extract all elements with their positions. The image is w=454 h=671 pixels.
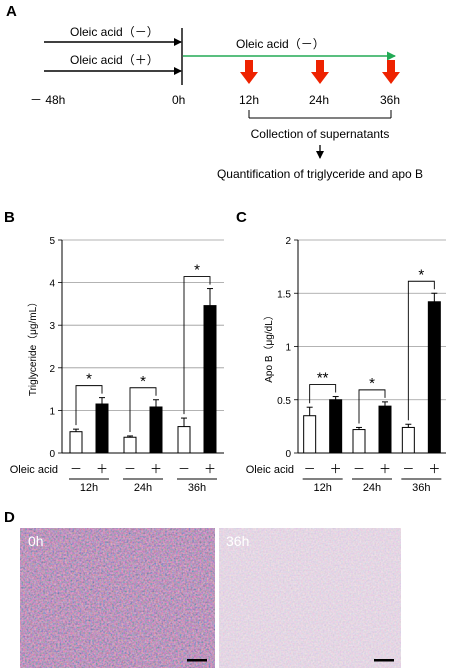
quantification-label: Quantification of triglyceride and apo B	[217, 167, 423, 181]
bar-plus	[149, 406, 163, 454]
bar-minus	[123, 436, 137, 454]
sign-label: －	[178, 462, 190, 476]
time-minus48-label: － 48h	[30, 93, 65, 107]
y-tick-label: 0	[285, 449, 291, 460]
y-tick-label: 2	[49, 364, 55, 375]
bar-minus	[69, 431, 83, 454]
panel-letter-a: A	[6, 3, 17, 20]
significance-mark: *	[418, 266, 424, 283]
y-tick-label: 0	[49, 449, 55, 460]
group-time-label: 24h	[134, 482, 152, 494]
red-arrow-24h	[311, 60, 329, 84]
significance-mark: *	[140, 373, 146, 390]
y-tick-label: 3	[49, 321, 55, 332]
significance-mark: **	[317, 370, 329, 387]
significance-bracket	[358, 389, 386, 424]
bar-minus	[177, 426, 191, 454]
y-tick-label: 5	[49, 236, 55, 247]
y-tick-label: 1	[285, 343, 291, 354]
sign-label: －	[70, 462, 82, 476]
y-axis-label: Triglyceride（μg/mL）	[27, 297, 39, 396]
time-0h-label: 0h	[172, 93, 185, 107]
scale-bar-right	[374, 659, 394, 662]
red-arrow-36h	[382, 60, 400, 84]
sign-label: ＋	[150, 462, 162, 476]
bar-plus	[95, 403, 109, 454]
micrograph-36h: 36h	[219, 528, 401, 668]
y-tick-label: 2	[285, 236, 291, 247]
group-time-label: 36h	[188, 482, 206, 494]
y-axis-label: Apo B（μg/dL）	[263, 310, 275, 382]
sign-label: ＋	[330, 462, 342, 476]
oleic-acid-row-label: Oleic acid	[10, 464, 58, 476]
bar-plus	[378, 405, 392, 454]
bar-plus	[427, 301, 441, 454]
y-tick-label: 1.5	[277, 289, 291, 300]
group-time-label: 12h	[313, 482, 331, 494]
oleic-acid-row-label: Oleic acid	[246, 464, 294, 476]
significance-mark: *	[86, 371, 92, 388]
micrograph-0h-label: 0h	[28, 533, 44, 549]
y-tick-label: 1	[49, 406, 55, 417]
bar-plus	[203, 305, 217, 454]
significance-mark: *	[369, 375, 375, 392]
sign-label: －	[402, 462, 414, 476]
significance-bracket	[407, 280, 435, 421]
sign-label: －	[304, 462, 316, 476]
oleic-plus-label: Oleic acid（＋）	[70, 53, 159, 67]
sign-label: ＋	[428, 462, 440, 476]
significance-mark: *	[194, 262, 200, 279]
red-arrow-12h	[240, 60, 258, 84]
sign-label: －	[353, 462, 365, 476]
significance-bracket	[129, 387, 157, 432]
time-12h-label: 12h	[239, 93, 259, 107]
oleic-minus-label: Oleic acid（－）	[70, 25, 159, 39]
micrograph-36h-label: 36h	[226, 533, 249, 549]
micrograph-0h: 0h	[20, 528, 215, 668]
bar-minus	[401, 426, 415, 454]
group-time-label: 12h	[80, 482, 98, 494]
bar-minus	[352, 429, 366, 454]
collection-label: Collection of supernatants	[251, 127, 390, 141]
collection-bracket	[248, 110, 392, 119]
significance-bracket	[309, 384, 337, 404]
sign-label: ＋	[204, 462, 216, 476]
y-tick-label: 0.5	[277, 396, 291, 407]
panel-letter-b: B	[4, 209, 15, 226]
panel-a: A Oleic acid（－） Oleic acid（＋） Oleic acid…	[6, 3, 423, 181]
sign-label: ＋	[379, 462, 391, 476]
panel-letter-d: D	[4, 509, 15, 526]
scale-bar-left	[187, 659, 207, 662]
sign-label: －	[124, 462, 136, 476]
time-24h-label: 24h	[309, 93, 329, 107]
sign-label: ＋	[96, 462, 108, 476]
group-time-label: 36h	[412, 482, 430, 494]
time-36h-label: 36h	[380, 93, 400, 107]
chart-triglyceride: B 0 1 2 3 4 5 Triglyceride（μg/mL） Oleic acid － ＋ *…	[4, 209, 224, 494]
significance-bracket	[75, 385, 103, 426]
panel-d: D 0h 36h	[4, 509, 401, 668]
group-time-label: 24h	[363, 482, 381, 494]
panel-letter-c: C	[236, 209, 247, 226]
y-tick-label: 4	[49, 279, 55, 290]
oleic-minus-after-label: Oleic acid（－）	[236, 37, 325, 51]
bar-plus	[329, 399, 343, 454]
bar-minus	[303, 415, 317, 454]
significance-bracket	[183, 276, 211, 415]
